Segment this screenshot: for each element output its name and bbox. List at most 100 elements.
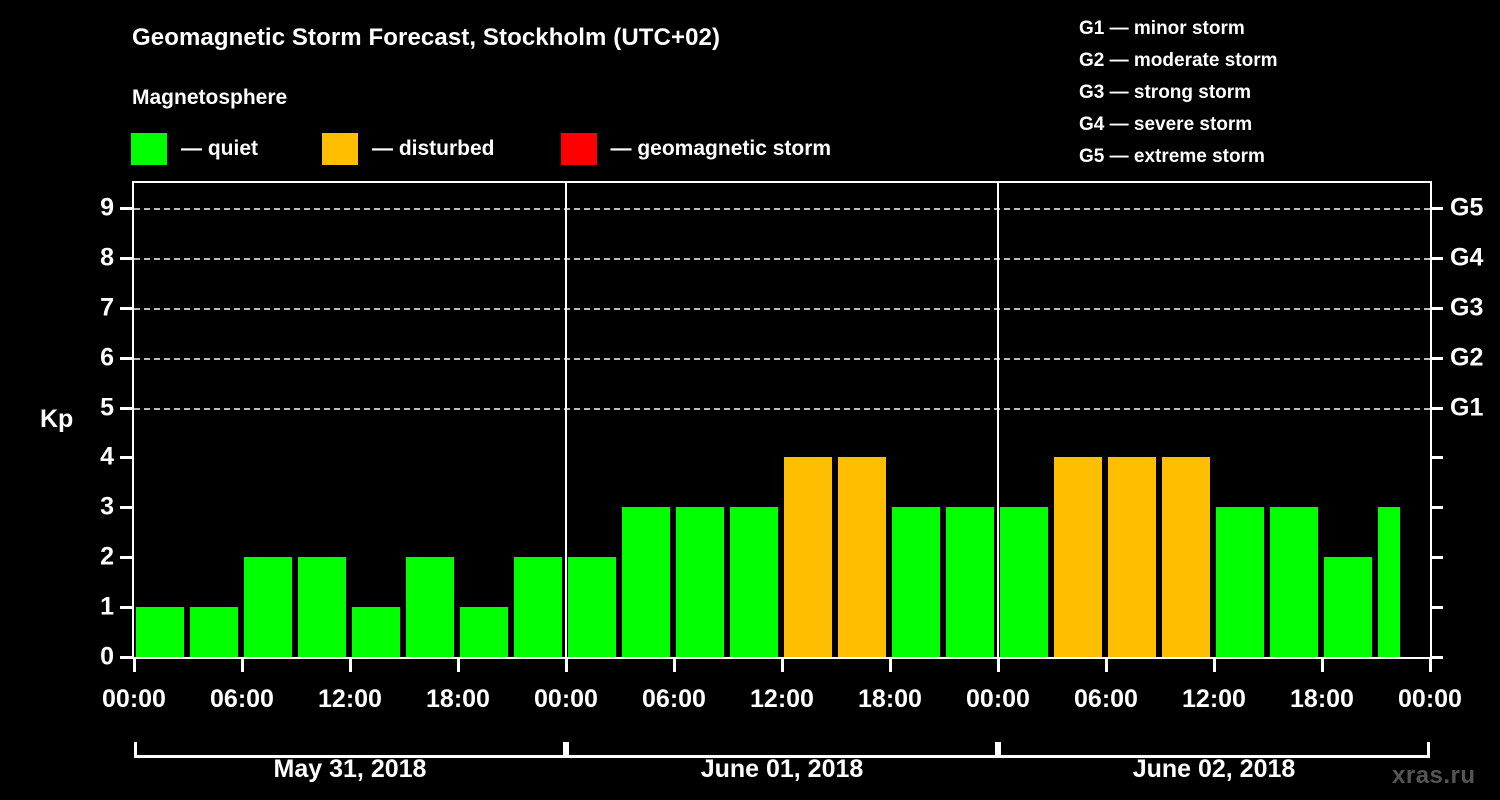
- quiet-swatch-icon: [131, 133, 167, 165]
- y-tick-0: [120, 656, 132, 659]
- date-label-0: May 31, 2018: [273, 755, 427, 783]
- date-bracket-0: [134, 742, 566, 758]
- bar-20-quiet[interactable]: [1216, 507, 1264, 657]
- y-tick-2: [120, 556, 132, 560]
- x-tick-label-4: 00:00: [534, 685, 598, 713]
- right-tick-6: [1432, 356, 1443, 360]
- gscale-legend: G1 — minor storm G2 — moderate storm G3 …: [1079, 13, 1278, 173]
- bar-18-disturbed[interactable]: [1108, 457, 1156, 657]
- right-tick-5: [1432, 406, 1443, 410]
- right-tick-9: [1432, 206, 1443, 210]
- date-label-2: June 02, 2018: [1132, 755, 1296, 783]
- x-tick-12: [1429, 659, 1432, 672]
- gridline-kp-8: [134, 257, 1430, 260]
- y-tick-6: [120, 356, 132, 360]
- legend-label-storm: — geomagnetic storm: [610, 137, 832, 160]
- bar-7-quiet[interactable]: [514, 557, 562, 657]
- x-tick-1: [241, 659, 244, 672]
- y-tick-8: [120, 256, 132, 260]
- right-axis-label-g2: G2: [1450, 343, 1484, 372]
- x-tick-label-3: 18:00: [426, 685, 490, 713]
- bar-1-quiet[interactable]: [190, 607, 238, 657]
- right-axis-label-g1: G1: [1450, 393, 1484, 422]
- right-tick-8: [1432, 256, 1443, 260]
- bar-4-quiet[interactable]: [352, 607, 400, 657]
- bar-3-quiet[interactable]: [298, 557, 346, 657]
- right-tick-3: [1432, 506, 1443, 510]
- gridline-kp-7: [134, 307, 1430, 310]
- bar-19-disturbed[interactable]: [1162, 457, 1210, 657]
- bar-12-disturbed[interactable]: [784, 457, 832, 657]
- bar-9-quiet[interactable]: [622, 507, 670, 657]
- y-tick-label-0: 0: [100, 642, 114, 671]
- x-tick-label-11: 18:00: [1290, 685, 1354, 713]
- x-tick-7: [889, 659, 892, 672]
- bar-2-quiet[interactable]: [244, 557, 292, 657]
- bar-21-quiet[interactable]: [1270, 507, 1318, 657]
- right-tick-2: [1432, 556, 1443, 560]
- plot-inner: [134, 183, 1430, 657]
- bar-5-quiet[interactable]: [406, 557, 454, 657]
- x-tick-5: [673, 659, 676, 672]
- bar-10-quiet[interactable]: [676, 507, 724, 657]
- y-tick-9: [120, 206, 132, 210]
- gridline-kp-6: [134, 357, 1430, 360]
- x-tick-0: [133, 659, 136, 672]
- y-tick-label-4: 4: [100, 442, 114, 471]
- bar-8-quiet[interactable]: [568, 557, 616, 657]
- bar-16-quiet[interactable]: [1000, 507, 1048, 657]
- y-tick-5: [120, 406, 132, 410]
- bar-23-quiet[interactable]: [1378, 507, 1400, 657]
- bar-13-disturbed[interactable]: [838, 457, 886, 657]
- legend-item-storm: — geomagnetic storm: [560, 133, 832, 165]
- x-tick-label-5: 06:00: [642, 685, 706, 713]
- x-tick-label-1: 06:00: [210, 685, 274, 713]
- legend-label-disturbed: — disturbed: [372, 137, 495, 160]
- bar-6-quiet[interactable]: [460, 607, 508, 657]
- day-separator-2: [997, 183, 999, 657]
- y-axis-title: Kp: [40, 405, 74, 433]
- y-tick-label-6: 6: [100, 343, 114, 372]
- y-tick-label-2: 2: [100, 542, 114, 571]
- x-tick-label-9: 06:00: [1074, 685, 1138, 713]
- bar-0-quiet[interactable]: [136, 607, 184, 657]
- bar-17-disturbed[interactable]: [1054, 457, 1102, 657]
- page-title: Geomagnetic Storm Forecast, Stockholm (U…: [132, 24, 721, 51]
- bar-22-quiet[interactable]: [1324, 557, 1372, 657]
- x-tick-3: [457, 659, 460, 672]
- right-axis-label-g4: G4: [1450, 243, 1484, 272]
- y-tick-7: [120, 306, 132, 310]
- gscale-line-g2: G2 — moderate storm: [1079, 50, 1278, 71]
- legend: — quiet — disturbed — geomagnetic storm: [131, 133, 831, 165]
- x-tick-6: [781, 659, 784, 672]
- gscale-line-g1: G1 — minor storm: [1079, 18, 1245, 39]
- gridline-kp-5: [134, 407, 1430, 410]
- y-tick-label-7: 7: [100, 293, 114, 322]
- gscale-line-g4: G4 — severe storm: [1079, 114, 1253, 135]
- x-tick-10: [1213, 659, 1216, 672]
- date-bracket-2: [998, 742, 1430, 758]
- right-tick-4: [1432, 456, 1443, 460]
- gridline-kp-9: [134, 207, 1430, 210]
- bar-15-quiet[interactable]: [946, 507, 994, 657]
- right-axis-label-g5: G5: [1450, 193, 1484, 222]
- bar-14-quiet[interactable]: [892, 507, 940, 657]
- y-tick-1: [120, 606, 132, 610]
- bar-11-quiet[interactable]: [730, 507, 778, 657]
- x-tick-4: [565, 659, 568, 672]
- date-label-1: June 01, 2018: [700, 755, 864, 783]
- x-tick-11: [1321, 659, 1324, 672]
- legend-item-quiet: — quiet: [131, 133, 258, 165]
- right-axis-label-g3: G3: [1450, 293, 1484, 322]
- magnetosphere-label: Magnetosphere: [132, 86, 288, 109]
- x-tick-9: [1105, 659, 1108, 672]
- x-tick-label-0: 00:00: [102, 685, 166, 713]
- x-tick-label-12: 00:00: [1398, 685, 1462, 713]
- gscale-line-g5: G5 — extreme storm: [1079, 146, 1265, 167]
- x-tick-label-6: 12:00: [750, 685, 814, 713]
- y-tick-label-3: 3: [100, 492, 114, 521]
- gscale-line-g3: G3 — strong storm: [1079, 82, 1252, 103]
- legend-item-disturbed: — disturbed: [322, 133, 495, 165]
- x-tick-label-2: 12:00: [318, 685, 382, 713]
